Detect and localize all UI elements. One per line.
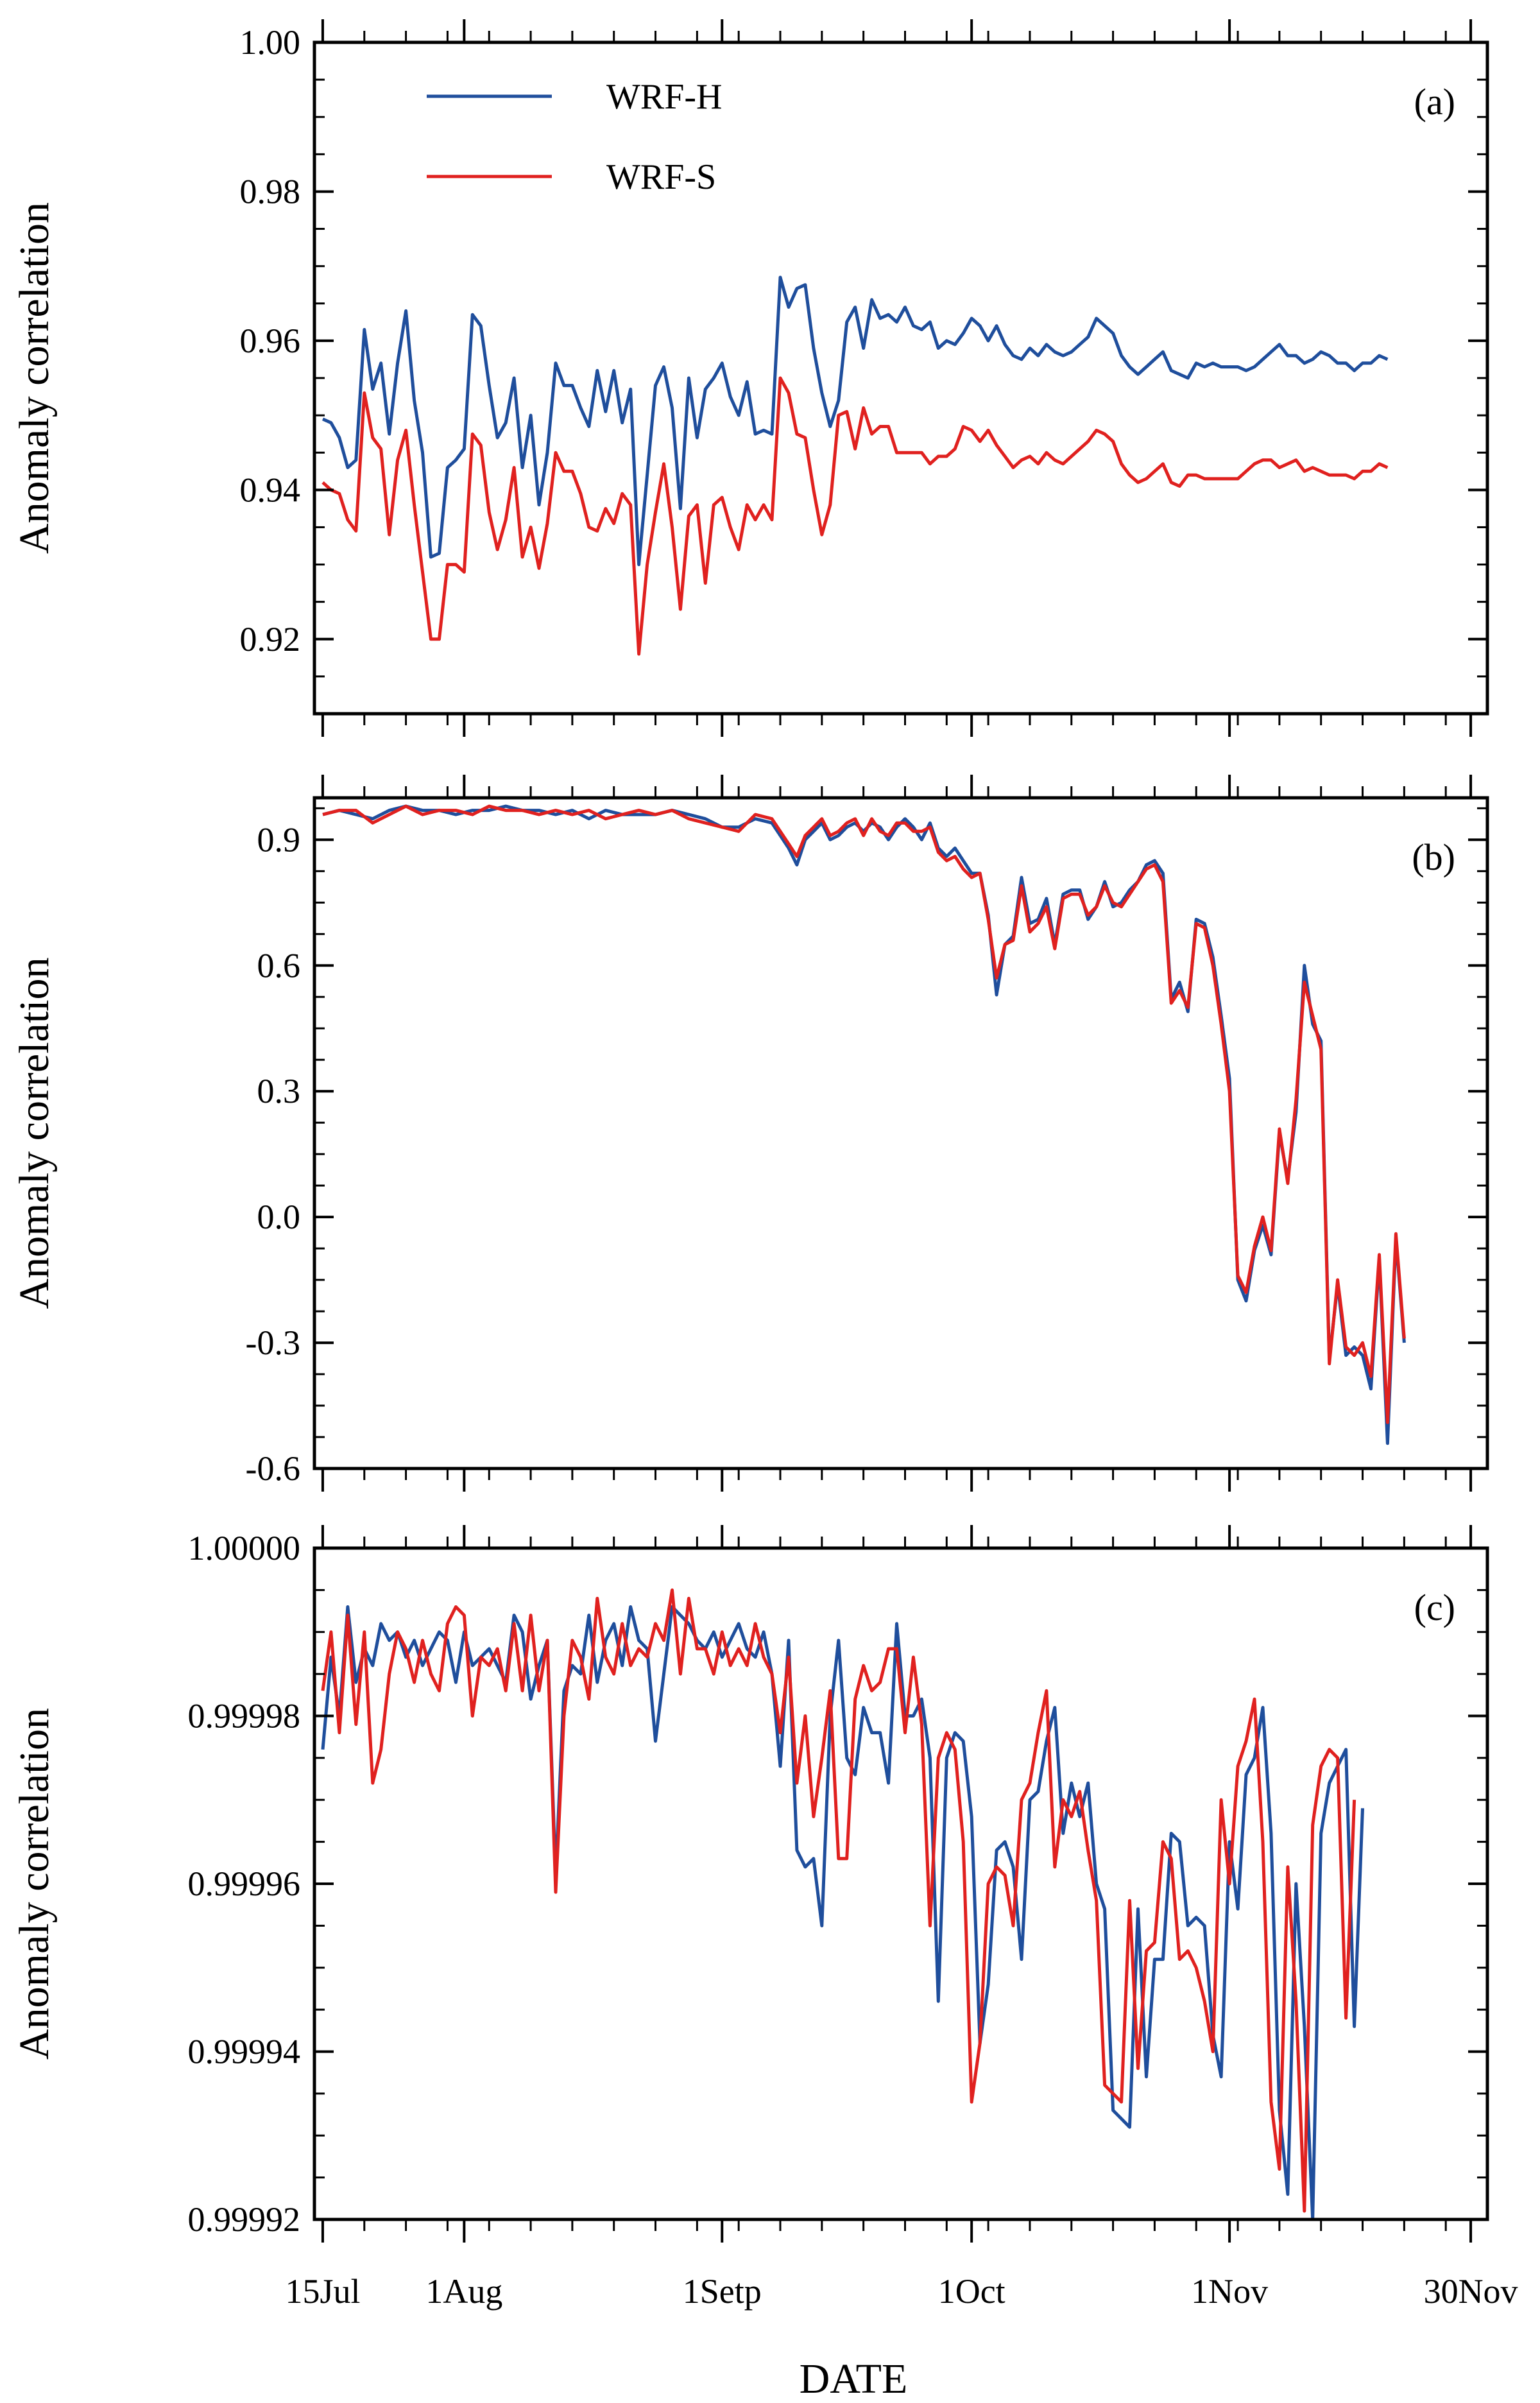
panel-b-label: (b)	[1412, 836, 1455, 878]
panel-c-ytick-label: 1.00000	[188, 1529, 301, 1567]
panel-b-ytick-label: 0.0	[257, 1198, 301, 1236]
panel-a-axes: 0.92 0.94 0.96 0.98 1.00	[240, 19, 1487, 737]
x-tick-labels: 15Jul 1Aug 1Setp 1Oct 1Nov 30Nov	[285, 2272, 1518, 2311]
panel-b-ytick-label: 0.3	[257, 1072, 301, 1110]
panel-b-ytick-label: 0.6	[257, 946, 301, 985]
panel-b: -0.6 -0.3 0.0 0.3 0.6 0.9 Anomaly correlation…	[11, 775, 1489, 1492]
panel-a-ytick-label: 0.92	[240, 620, 301, 659]
legend-label-wrf-h: WRF-H	[606, 77, 722, 117]
panel-b-series-wrf-h	[322, 804, 1406, 1445]
panel-a-ytick-label: 0.98	[240, 172, 301, 211]
panel-b-series-wrf-s	[322, 804, 1406, 1424]
panel-c-series-wrf-h	[321, 1605, 1364, 2219]
panel-c-ytick-label: 0.99992	[188, 2200, 301, 2239]
panel-a-ytick-label: 0.94	[240, 470, 301, 509]
x-axis-label: DATE	[800, 2356, 908, 2402]
x-tick-label-1setp: 1Setp	[683, 2272, 762, 2311]
panel-a-ylabel: Anomaly correlation	[11, 202, 58, 554]
x-tick-label-1nov: 1Nov	[1191, 2272, 1268, 2311]
panel-b-frame	[312, 796, 1489, 1470]
panel-c: 0.99992 0.99994 0.99996 0.99998 1.00000 Anom…	[11, 1525, 1489, 2243]
panel-b-ytick-label: -0.6	[246, 1449, 300, 1488]
panel-c-ytick-label: 0.99998	[188, 1697, 301, 1736]
panel-a-series-wrf-s	[321, 376, 1389, 656]
panel-b-ylabel: Anomaly correlation	[11, 958, 58, 1309]
panel-a-frame	[312, 40, 1489, 716]
panel-c-label: (c)	[1414, 1587, 1455, 1628]
panel-a-ytick-label: 0.96	[240, 322, 301, 360]
panel-a-series-wrf-h	[321, 275, 1389, 567]
panel-b-series	[322, 804, 1406, 1445]
panel-c-series	[321, 1588, 1364, 2219]
panel-c-axes: 0.99992 0.99994 0.99996 0.99998 1.00000	[188, 1525, 1487, 2243]
x-tick-label-15jul: 15Jul	[285, 2272, 360, 2311]
panel-b-ytick-label: 0.9	[257, 820, 301, 859]
panel-c-series-wrf-s	[321, 1588, 1356, 2213]
legend-label-wrf-s: WRF-S	[606, 157, 716, 197]
panel-c-ylabel: Anomaly correlation	[11, 1708, 58, 2060]
panel-a-label: (a)	[1414, 81, 1455, 123]
x-tick-label-1aug: 1Aug	[425, 2272, 502, 2311]
x-tick-label-1oct: 1Oct	[938, 2272, 1005, 2311]
panel-c-ytick-label: 0.99994	[188, 2033, 301, 2071]
panel-b-axes: -0.6 -0.3 0.0 0.3 0.6 0.9	[246, 775, 1487, 1492]
panel-a-series	[321, 275, 1389, 656]
panel-b-ytick-label: -0.3	[246, 1323, 300, 1362]
legend: WRF-H WRF-S	[427, 77, 722, 197]
panel-c-ytick-label: 0.99996	[188, 1865, 301, 1903]
x-tick-label-30nov: 30Nov	[1424, 2272, 1518, 2311]
panel-a-ytick-label: 1.00	[240, 23, 301, 62]
panel-a: 0.92 0.94 0.96 0.98 1.00 Anomaly correlation…	[11, 19, 1489, 737]
